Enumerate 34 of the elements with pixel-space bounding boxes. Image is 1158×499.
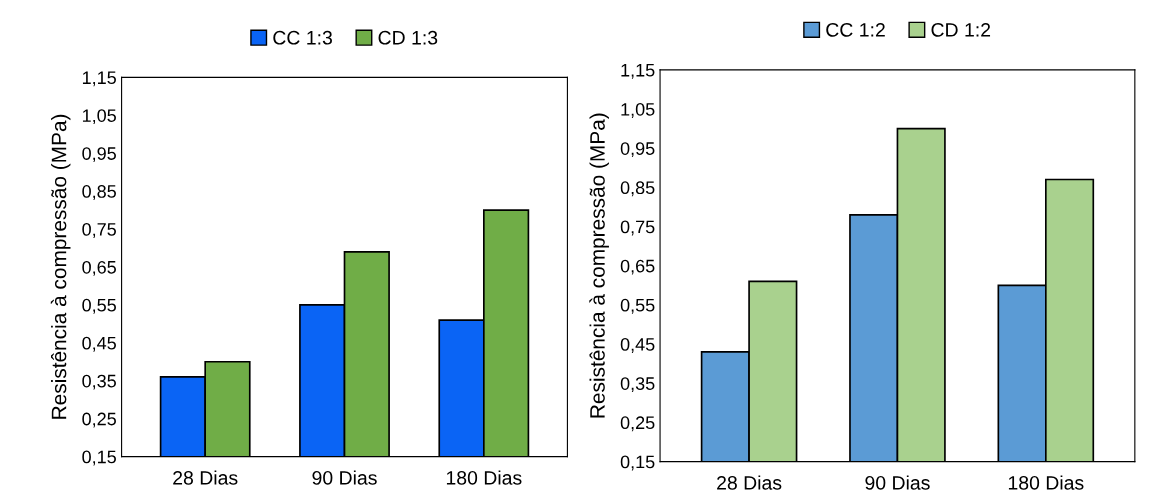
x-tick-label: 180 Dias	[1008, 475, 1084, 490]
y-tick-label: 0,85	[82, 185, 116, 200]
y-tick-label: 0,15	[620, 455, 655, 471]
y-tick-label: 0,65	[620, 259, 655, 275]
legend-label: CD 1:3	[378, 30, 438, 45]
y-tick-label: 0,95	[82, 147, 116, 163]
y-tick-label: 0,25	[620, 416, 655, 432]
y-tick-label: 0,35	[620, 377, 655, 393]
y-tick-label: 0,45	[82, 336, 116, 352]
y-tick-label: 0,95	[620, 142, 655, 158]
y-tick-label: 0,65	[82, 260, 116, 276]
legend-label: CC 1:3	[273, 30, 332, 45]
y-tick-label: 0,25	[82, 412, 116, 428]
legend-label: CD 1:2	[931, 23, 991, 37]
y-tick-label: 0,15	[82, 450, 116, 466]
y-tick-label: 0,75	[82, 222, 116, 238]
y-tick-label: 0,55	[620, 298, 655, 314]
x-tick-label: 28 Dias	[717, 475, 782, 490]
y-tick-label: 1,05	[621, 102, 655, 118]
y-tick-label: 0,85	[620, 181, 655, 197]
y-axis-title: Resistência à compressão (MPa)	[50, 114, 71, 419]
y-tick-label: 0,35	[82, 374, 116, 390]
y-axis-title: Resistência à compressão (MPa)	[589, 113, 609, 418]
y-tick-label: 1,15	[82, 71, 116, 87]
legend-label: CC 1:2	[826, 23, 885, 37]
x-tick-label: 180 Dias	[446, 470, 522, 485]
y-tick-label: 1,15	[621, 63, 655, 79]
y-tick-label: 0,75	[620, 220, 655, 236]
x-tick-label: 90 Dias	[865, 475, 930, 490]
y-tick-label: 1,05	[82, 109, 116, 125]
y-tick-label: 0,55	[82, 298, 116, 314]
x-tick-label: 90 Dias	[312, 470, 377, 485]
x-tick-label: 28 Dias	[173, 470, 238, 485]
y-tick-label: 0,45	[620, 337, 655, 353]
